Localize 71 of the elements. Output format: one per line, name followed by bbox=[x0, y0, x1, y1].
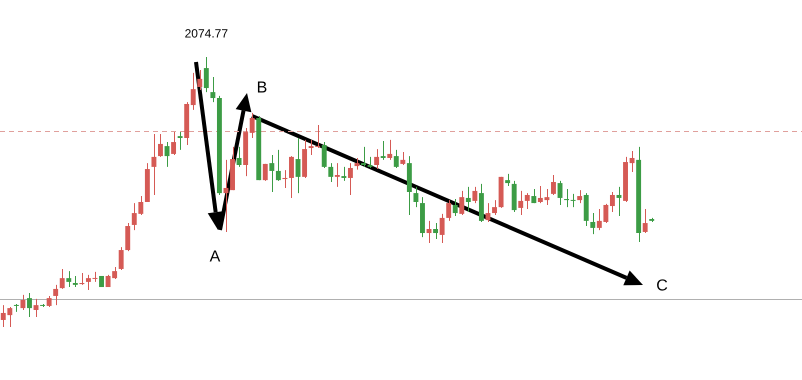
candlestick bbox=[531, 188, 536, 204]
candlestick bbox=[282, 170, 288, 188]
candlestick bbox=[374, 148, 380, 170]
candlestick bbox=[151, 133, 156, 196]
candlestick bbox=[20, 294, 26, 310]
candlestick bbox=[296, 138, 300, 194]
candlestick bbox=[505, 173, 510, 187]
candlestick bbox=[354, 157, 360, 170]
candlestick bbox=[348, 162, 353, 196]
candlestick bbox=[7, 306, 12, 328]
candlestick bbox=[27, 292, 32, 318]
candlestick bbox=[577, 190, 582, 204]
candlestick bbox=[204, 56, 209, 93]
candlestick bbox=[328, 162, 334, 183]
candlestick bbox=[276, 149, 281, 182]
candlestick bbox=[361, 146, 366, 168]
candlestick bbox=[368, 156, 373, 168]
candlestick bbox=[400, 152, 406, 166]
candlestick bbox=[486, 202, 490, 222]
candlestick bbox=[262, 163, 268, 182]
candlestick bbox=[459, 190, 464, 216]
candlestick bbox=[79, 272, 84, 286]
candlestick bbox=[570, 193, 576, 208]
candlestick bbox=[178, 132, 183, 150]
candlestick bbox=[466, 186, 471, 212]
candlestick bbox=[0, 304, 6, 328]
candlestick bbox=[440, 213, 445, 244]
candlestick bbox=[518, 190, 524, 216]
candlestick bbox=[118, 246, 124, 271]
candlestick bbox=[551, 174, 556, 196]
candlestick bbox=[413, 186, 418, 208]
candlestick bbox=[334, 162, 340, 188]
candlestick bbox=[446, 200, 452, 222]
candlestick bbox=[558, 180, 562, 206]
candlestick bbox=[171, 132, 176, 156]
candlestick bbox=[524, 192, 530, 210]
candlestick bbox=[616, 186, 622, 217]
candlestick bbox=[269, 154, 274, 192]
candlestick bbox=[289, 156, 294, 198]
annotation: B bbox=[256, 79, 268, 96]
candlestick bbox=[322, 142, 327, 168]
candlestick bbox=[14, 304, 19, 312]
candlestick bbox=[53, 284, 58, 306]
annotation: 2074.77 bbox=[184, 26, 228, 40]
candlestick bbox=[60, 268, 65, 290]
candlestick bbox=[380, 140, 386, 160]
candlestick bbox=[590, 212, 596, 235]
candlestick bbox=[433, 222, 438, 240]
candlestick bbox=[138, 196, 144, 216]
candlestick bbox=[394, 149, 399, 168]
candlestick bbox=[564, 188, 570, 208]
candlestick bbox=[132, 202, 137, 231]
annotation: A bbox=[210, 248, 221, 266]
text: C bbox=[656, 277, 668, 294]
candlestick bbox=[387, 139, 392, 160]
candlestick bbox=[642, 208, 648, 234]
candlestick bbox=[341, 166, 346, 182]
candlestick bbox=[164, 142, 170, 168]
candlestick bbox=[492, 200, 497, 216]
candlestick bbox=[190, 72, 196, 110]
candlestick bbox=[210, 76, 216, 103]
candlestick bbox=[426, 220, 432, 244]
candlestick bbox=[452, 198, 458, 217]
candlestick bbox=[472, 186, 478, 204]
candlestick bbox=[197, 69, 202, 90]
candlestick bbox=[66, 270, 72, 288]
candlestick bbox=[34, 298, 38, 318]
candlestick bbox=[236, 146, 242, 168]
candlestick bbox=[46, 295, 52, 308]
candlestick bbox=[72, 275, 78, 288]
candlestick bbox=[158, 133, 163, 158]
